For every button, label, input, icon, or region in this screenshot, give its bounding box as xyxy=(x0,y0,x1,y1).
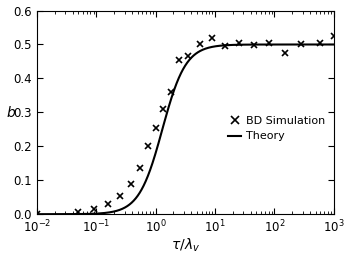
Y-axis label: $b$: $b$ xyxy=(6,105,16,120)
Legend: BD Simulation, Theory: BD Simulation, Theory xyxy=(228,116,325,141)
X-axis label: $\tau/\lambda_v$: $\tau/\lambda_v$ xyxy=(171,237,200,255)
